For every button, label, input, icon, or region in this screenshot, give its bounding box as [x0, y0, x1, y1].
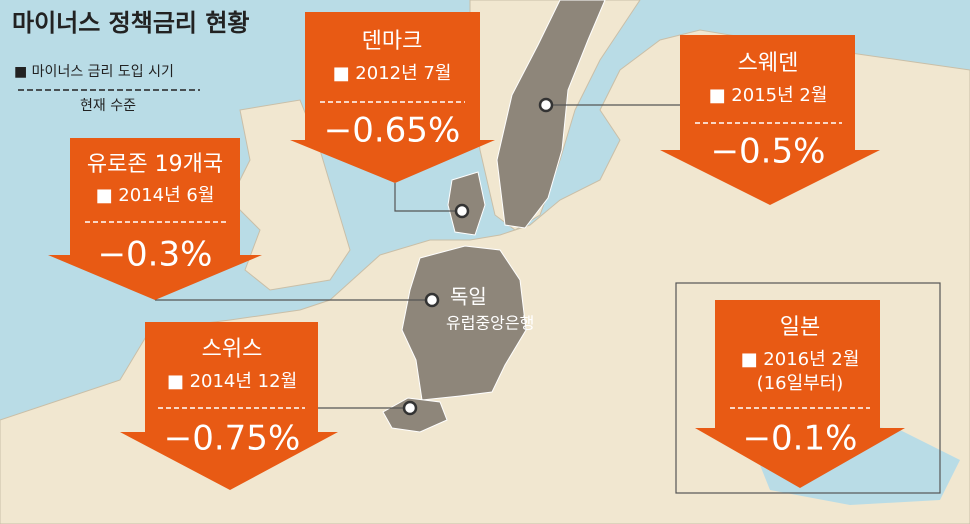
region: 스웨덴 [738, 51, 799, 76]
legend-current: 현재 수준 [80, 98, 136, 114]
japan-box [675, 282, 941, 494]
ecb-label: 유럽중앙은행 [446, 314, 534, 333]
denmark [447, 171, 486, 236]
arrow [48, 138, 262, 300]
start-date: ■ 2012년 7월 [333, 63, 452, 84]
rate: −0.75% [164, 419, 301, 459]
title: 마이너스 정책금리 현황 [12, 9, 250, 37]
location-dot [424, 292, 440, 308]
rate: −0.3% [98, 235, 213, 275]
region: 일본 [780, 315, 820, 340]
rate: −0.5% [711, 132, 826, 172]
region: 덴마크 [362, 29, 423, 54]
arrow [695, 300, 905, 488]
arrow [660, 35, 880, 205]
start-date: ■ 2015년 2월 [709, 85, 828, 106]
leader-line [394, 183, 462, 212]
start-date: ■ 2016년 2월 [741, 349, 860, 370]
arrow [120, 322, 338, 490]
rate: −0.1% [743, 419, 858, 459]
arrow [290, 12, 495, 183]
switzerland [382, 397, 448, 433]
germany-label: 독일 [450, 285, 487, 309]
region: 유로존 19개국 [87, 152, 223, 177]
sweden [496, 0, 606, 229]
start-date: ■ 2014년 6월 [96, 185, 215, 206]
start-date: ■ 2014년 12월 [167, 371, 297, 392]
start-note: (16일부터) [757, 373, 844, 394]
location-dot [538, 97, 554, 113]
location-dot [454, 203, 470, 219]
legend-start: ■ 마이너스 금리 도입 시기 [14, 64, 174, 80]
germany [401, 245, 527, 401]
rate: −0.65% [324, 111, 461, 151]
region: 스위스 [202, 337, 263, 362]
location-dot [402, 400, 418, 416]
